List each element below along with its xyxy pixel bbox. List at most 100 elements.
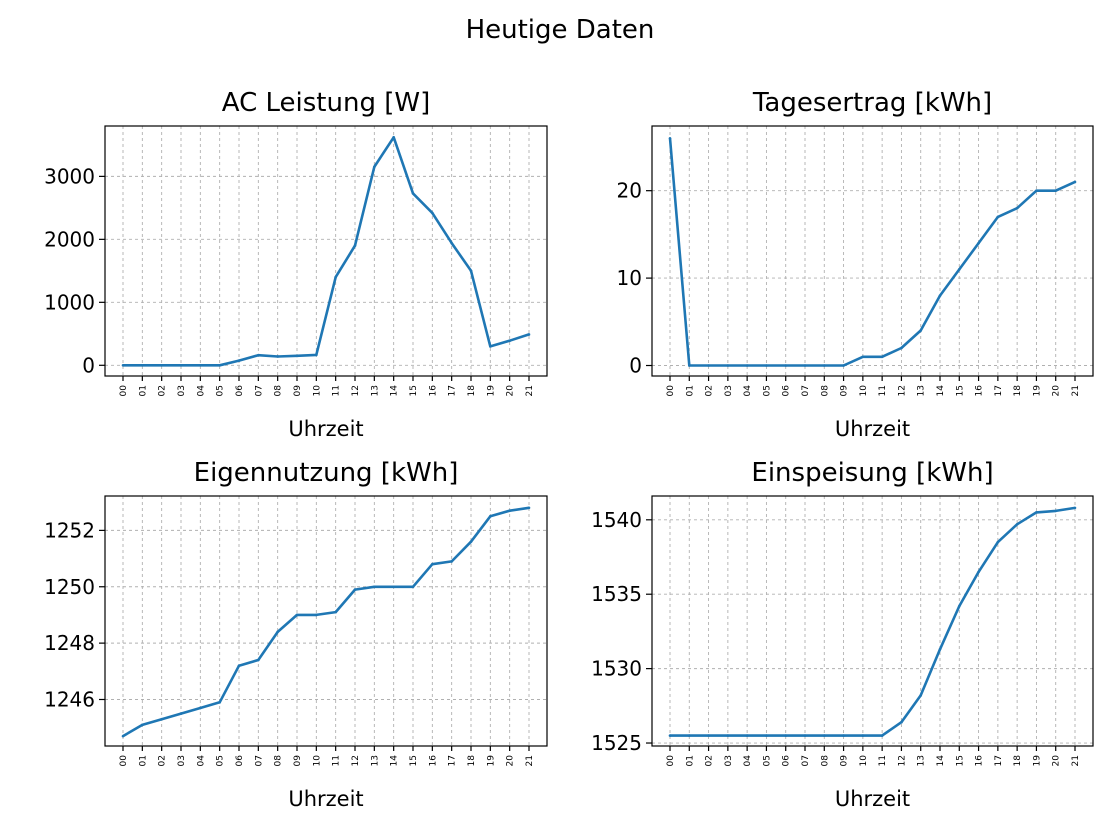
x-tick-label: 11 [878, 755, 888, 766]
data-point [687, 734, 691, 737]
data-point [160, 363, 163, 367]
data-point [508, 339, 511, 343]
x-tick-label: 14 [936, 755, 946, 767]
data-point [276, 630, 279, 634]
x-tick-label: 03 [724, 385, 734, 396]
data-point [199, 706, 202, 710]
x-tick-label: 02 [158, 385, 168, 396]
y-tick-label: 1000 [44, 290, 95, 314]
x-tick-label: 08 [820, 385, 830, 397]
data-point [726, 364, 730, 367]
subplot-3: 00 01 02 03 04 05 06 07 08 09 10 11 12 13 14 15 16 17 18 19… [44, 458, 548, 811]
x-tick-label: 06 [782, 755, 792, 767]
x-tick-label: 19 [1032, 385, 1042, 397]
x-tick-label: 07 [801, 755, 811, 766]
x-tick-label: 12 [351, 755, 361, 766]
data-point [199, 363, 202, 367]
subplots: 00 01 02 03 04 05 06 07 08 09 10 11 12 13 14 15 16 17 18 19… [44, 88, 1094, 811]
data-point [373, 585, 376, 589]
y-tick-label: 20 [617, 179, 642, 203]
data-point [919, 329, 923, 332]
x-tick-label: 01 [685, 385, 695, 396]
data-point [431, 211, 434, 215]
data-point [765, 734, 768, 737]
data-point [977, 570, 980, 574]
data-point [803, 364, 807, 367]
y-tick-label: 3000 [44, 164, 95, 188]
data-point [1035, 511, 1038, 514]
data-point [900, 346, 903, 350]
data-point [237, 664, 241, 667]
x-tick-label: 00 [119, 385, 129, 397]
x-tick-label: 13 [370, 755, 380, 766]
data-point [957, 268, 961, 271]
data-point [450, 241, 453, 245]
data-point [179, 363, 183, 367]
data-point [803, 734, 807, 737]
x-tick-label: 17 [448, 755, 458, 766]
data-point [334, 610, 337, 614]
y-tick-label: 1530 [591, 657, 642, 681]
x-tick-label: 10 [312, 385, 322, 397]
x-tick-label: 05 [762, 755, 772, 766]
x-tick-label: 10 [312, 755, 322, 767]
data-point [121, 734, 125, 738]
x-tick-label: 15 [955, 385, 965, 396]
x-tick-label: 15 [409, 385, 419, 396]
subplot-4: 00 01 02 03 04 05 06 07 08 09 10 11 12 13 14 15 16 17 18 19… [591, 458, 1094, 811]
x-tick-label: 08 [820, 755, 830, 767]
data-point [880, 355, 884, 359]
x-tick-label: 18 [467, 755, 477, 767]
y-tick-label: 1246 [44, 687, 95, 711]
x-tick-label: 16 [428, 385, 438, 397]
x-tick-label: 16 [975, 385, 985, 397]
x-tick-label: 04 [743, 755, 753, 767]
x-tick-label: 03 [177, 755, 187, 766]
data-point [121, 363, 125, 367]
series-line [670, 506, 1076, 737]
data-point [218, 363, 221, 367]
x-tick-label: 21 [1071, 755, 1081, 766]
data-point [861, 734, 865, 737]
x-tick-label: 20 [1052, 385, 1062, 397]
x-tick-label: 03 [724, 755, 734, 766]
x-tick-label: 16 [975, 755, 985, 767]
data-point [315, 353, 318, 357]
data-point [919, 694, 923, 697]
data-point [1015, 206, 1019, 210]
x-tick-label: 12 [351, 385, 361, 396]
x-tick-label: 12 [897, 385, 907, 396]
x-tick-label: 08 [274, 385, 284, 397]
series-line [122, 506, 530, 738]
data-point [527, 333, 531, 336]
x-tick-label: 01 [138, 755, 148, 766]
data-point [373, 165, 376, 169]
data-point [237, 359, 241, 362]
x-tick-label: 14 [936, 385, 946, 397]
data-point [1073, 506, 1077, 510]
x-tick-label: 12 [897, 755, 907, 766]
axes-frame [651, 495, 1094, 747]
data-point [257, 353, 260, 357]
data-point [668, 734, 672, 737]
y-tick-label: 1535 [591, 582, 642, 606]
series-line [668, 138, 1076, 367]
data-point [392, 585, 395, 589]
data-point [707, 364, 710, 367]
x-tick-label: 07 [254, 385, 264, 396]
data-point [1073, 180, 1077, 184]
x-tick-label: 14 [390, 385, 400, 397]
x-tick-label: 15 [955, 755, 965, 766]
data-point [938, 647, 942, 651]
x-tick-label: 18 [1013, 755, 1023, 767]
x-tick-label: 20 [506, 385, 516, 397]
y-tick-label: 1248 [44, 631, 95, 655]
x-tick-label: 07 [801, 385, 811, 396]
data-point [141, 363, 144, 367]
data-point [822, 364, 826, 367]
x-tick-label: 14 [390, 755, 400, 767]
x-axis-label: Uhrzeit [835, 787, 910, 811]
x-tick-label: 04 [196, 755, 206, 767]
subplot-title: Eigennutzung [kWh] [194, 458, 459, 488]
